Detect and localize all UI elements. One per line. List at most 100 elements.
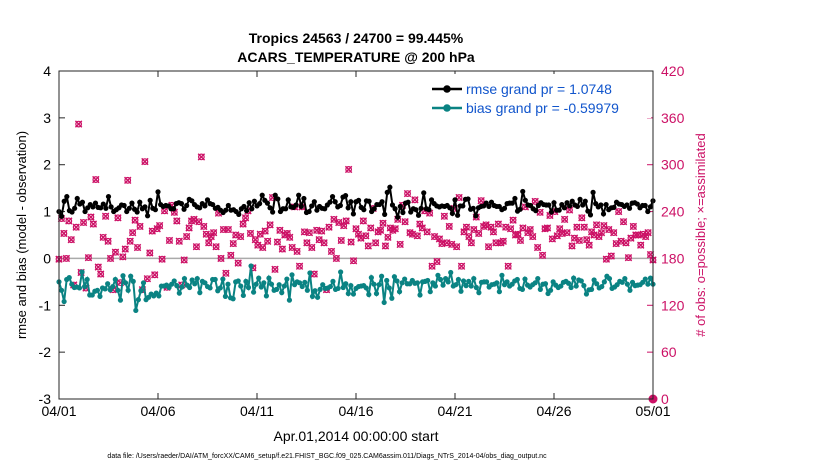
obs-assimilated-marker [359,217,368,225]
obs-assimilated-marker [295,262,304,270]
obs-assimilated-marker [325,223,333,231]
rmse-point [379,199,385,205]
rmse-point [147,197,153,203]
obs-assimilated-marker [305,228,314,237]
bias-point [217,285,223,291]
obs-assimilated-marker [111,248,120,256]
bias-point [601,279,607,285]
obs-assimilated-marker [529,232,537,241]
rmse-point [98,205,104,211]
tick-labels: 04/01 04/06 04/11 04/16 04/21 04/26 05/01 -3 -2 -… [39,63,685,419]
rmse-point [293,202,299,208]
bias-point [458,288,464,294]
obs-assimilated-marker [246,229,255,238]
bias-point [76,285,83,291]
x-tick-label: 04/11 [240,403,274,419]
rmse-point [382,211,388,217]
obs-possible-marker [80,219,87,226]
rmse-point [418,205,424,211]
bias-point [97,293,103,299]
obs-assimilated-marker [563,228,571,237]
obs-assimilated-marker [72,223,80,231]
obs-possible-marker [413,232,421,240]
bias-point [222,293,229,299]
obs-possible-marker [143,275,151,283]
obs-assimilated-marker [475,229,483,238]
obs-assimilated-marker [185,224,193,232]
obs-assimilated-marker [236,232,245,241]
obs-possible-marker [210,229,218,237]
obs-possible-marker [320,239,328,247]
bias-point [274,286,280,292]
obs-assimilated-marker [141,157,149,166]
obs-assimilated-marker [239,220,247,228]
observation-count-markers [55,120,658,404]
rmse-point [582,198,588,204]
obs-possible-marker [622,239,630,247]
rmse-point [449,210,455,217]
obs-assimilated-marker [229,239,237,248]
obs-possible-marker [335,219,343,226]
obs-possible-marker [180,256,188,264]
obs-possible-marker [563,229,571,237]
bias-point [455,276,462,283]
y-right-tick-label: 180 [661,250,685,266]
bias-point [645,281,651,287]
y-right-tick-label: 360 [661,110,685,126]
rmse-point [590,189,596,195]
obs-assimilated-marker [533,243,542,252]
bias-point [207,285,213,291]
obs-assimilated-marker [379,219,387,227]
rmse-point [108,204,114,210]
bias-point [202,280,208,286]
obs-assimilated-marker [565,206,574,214]
bias-point [115,287,121,293]
rmse-point [314,207,320,213]
rmse-point [428,197,435,203]
rmse-point [509,200,515,206]
rmse-point [447,205,453,211]
rmse-point [259,192,265,198]
bias-point [250,289,257,295]
obs-assimilated-marker [200,222,208,231]
rmse-point [366,198,372,204]
legend: rmse grand pr = 1.0748 bias grand pr = -… [415,74,651,118]
bias-point [499,272,505,278]
obs-assimilated-marker [151,271,159,279]
rmse-point [634,201,640,207]
bias-point [594,281,600,287]
obs-possible-marker [222,269,230,277]
obs-possible-marker [60,230,68,237]
bias-point [379,273,385,279]
rmse-point [223,207,229,213]
obs-assimilated-marker [209,228,218,237]
obs-possible-marker [350,257,357,265]
obs-possible-marker [286,233,294,241]
obs-assimilated-marker [560,215,569,224]
obs-assimilated-marker [97,270,105,278]
rmse-point [580,202,586,208]
x-tick-label: 04/06 [140,403,175,419]
bias-point [414,280,421,286]
obs-possible-marker [104,237,112,245]
obs-assimilated-marker [158,255,166,263]
bias-point [281,283,287,289]
bias-point [307,270,313,276]
bias-point [437,276,444,283]
obs-assimilated-marker [595,232,603,241]
obs-possible-marker [615,208,623,215]
bias-point [235,278,241,284]
obs-possible-marker [391,225,399,233]
bias-point [243,278,249,284]
obs-possible-marker [485,243,492,251]
bias-point [373,290,380,297]
y-left-tick-label: 3 [43,110,51,126]
obs-possible-marker [514,230,522,238]
obs-assimilated-marker [514,230,522,238]
rmse-point [561,205,568,211]
obs-assimilated-marker [592,221,601,229]
obs-possible-marker [362,232,370,240]
obs-assimilated-marker [261,227,269,235]
bias-point [363,285,369,291]
plot-frame [58,70,654,400]
